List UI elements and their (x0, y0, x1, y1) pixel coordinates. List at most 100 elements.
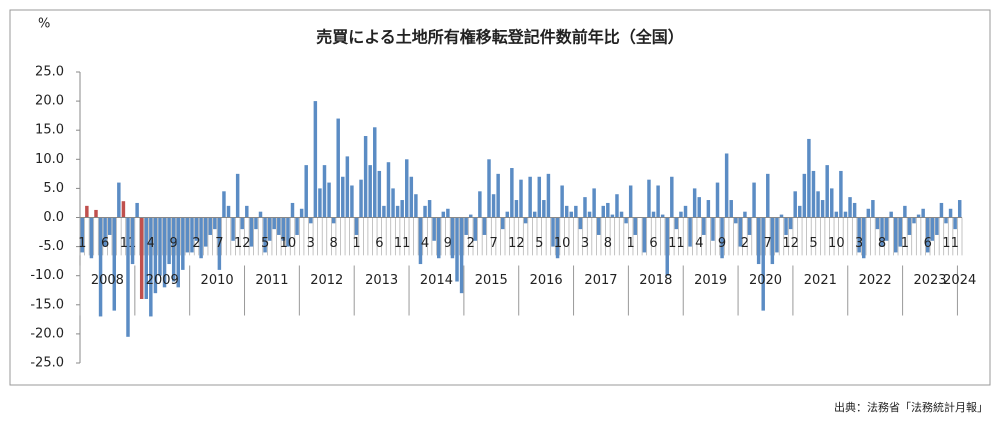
bar (318, 188, 322, 218)
bar (500, 217, 505, 230)
year-label: 2015 (475, 273, 508, 288)
year-label: 2010 (201, 273, 234, 288)
year-label: 2009 (146, 273, 179, 288)
bar (930, 217, 935, 241)
bar (912, 217, 916, 224)
bar (656, 185, 660, 218)
x-tick-label: 11 (668, 236, 685, 251)
bar (884, 217, 889, 241)
bar (478, 191, 482, 218)
bar (377, 170, 382, 218)
bar (322, 165, 327, 218)
bar (126, 217, 130, 337)
bar (916, 214, 921, 218)
bar (350, 185, 354, 218)
bar (610, 214, 615, 218)
bar (295, 217, 299, 235)
bar (80, 217, 85, 253)
bar (756, 217, 761, 265)
bar (368, 165, 372, 218)
bar (185, 217, 190, 253)
bar (587, 211, 592, 218)
y-tick-label: -10.0 (30, 268, 64, 283)
x-tick-label: 2 (192, 236, 200, 251)
bar (386, 162, 391, 218)
x-tick-label: 7 (489, 236, 497, 251)
source: 出典：法務省「法務統計月報」 (834, 400, 988, 414)
bar (642, 217, 647, 253)
bar (190, 217, 194, 253)
bar (217, 217, 222, 270)
bar (619, 211, 624, 218)
bar (807, 138, 811, 218)
bar (830, 188, 834, 218)
x-tick-label: 6 (649, 236, 657, 251)
bar (482, 217, 487, 235)
bar (551, 217, 555, 247)
y-tick-label: -5.0 (39, 239, 64, 254)
y-tick-label: -20.0 (30, 326, 64, 341)
bar (176, 217, 180, 288)
bar (624, 217, 628, 224)
bar (254, 217, 258, 230)
bar (674, 217, 679, 230)
bar (866, 208, 871, 218)
bar (267, 217, 272, 241)
bar (149, 217, 153, 317)
bar (286, 217, 290, 247)
y-tick-label: 25.0 (35, 65, 64, 80)
x-tick-label: 5 (809, 236, 817, 251)
x-tick-label: 10 (828, 236, 845, 251)
x-tick-label: 2 (741, 236, 749, 251)
year-label: 2008 (91, 273, 124, 288)
bar (299, 208, 304, 218)
bar (144, 217, 149, 299)
x-tick-label: 9 (718, 236, 726, 251)
bar (121, 201, 126, 218)
bar (793, 191, 797, 218)
bar (117, 182, 121, 218)
year-label: 2019 (694, 273, 727, 288)
bar (542, 200, 546, 218)
bar (468, 214, 473, 218)
x-tick-label: 12 (234, 236, 251, 251)
bar (459, 217, 464, 294)
bar (734, 217, 738, 224)
x-tick-label: 3 (581, 236, 589, 251)
bar (139, 217, 144, 299)
x-tick-label: 4 (421, 236, 429, 251)
year-label: 2017 (584, 273, 617, 288)
bar (240, 217, 244, 230)
x-tick-label: 10 (280, 236, 297, 251)
bar (724, 153, 729, 218)
year-label: 2011 (255, 273, 288, 288)
bar (304, 165, 308, 218)
x-tick-label: 12 (782, 236, 799, 251)
x-tick-label: 7 (764, 236, 772, 251)
year-label: 2024 (943, 273, 976, 288)
bar (505, 211, 510, 218)
bar (341, 176, 345, 218)
bar (596, 217, 601, 235)
bar (688, 217, 692, 247)
bar (464, 217, 468, 235)
x-tick-label: 8 (604, 236, 612, 251)
bar (907, 217, 912, 235)
bar (391, 188, 395, 218)
year-label: 2022 (859, 273, 892, 288)
bar (167, 217, 171, 265)
bar (245, 205, 249, 218)
bar (578, 217, 583, 230)
bar (720, 217, 724, 259)
year-label: 2014 (420, 273, 453, 288)
bar (313, 101, 318, 218)
bar (345, 156, 350, 218)
bar (532, 211, 537, 218)
y-tick-label: 20.0 (35, 94, 64, 109)
bar (263, 217, 267, 253)
x-tick-label: 10 (554, 236, 571, 251)
bar (226, 205, 231, 218)
bar (528, 176, 532, 218)
unit-label: % (38, 17, 50, 32)
bar (171, 217, 176, 282)
